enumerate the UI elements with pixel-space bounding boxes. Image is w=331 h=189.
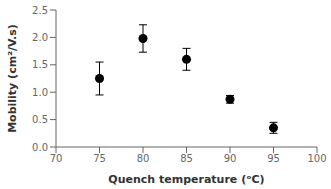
svg-text:80: 80 [137, 153, 150, 164]
svg-text:1.5: 1.5 [32, 59, 48, 70]
svg-text:75: 75 [93, 153, 106, 164]
svg-text:2.0: 2.0 [32, 32, 48, 43]
svg-text:2.5: 2.5 [32, 5, 48, 16]
svg-text:85: 85 [180, 153, 193, 164]
svg-text:70: 70 [50, 153, 63, 164]
svg-text:0.0: 0.0 [32, 142, 48, 153]
svg-text:90: 90 [224, 153, 237, 164]
svg-text:0.5: 0.5 [32, 114, 48, 125]
svg-text:100: 100 [307, 153, 323, 164]
svg-text:1.0: 1.0 [32, 87, 48, 98]
svg-text:Mobility (cm²/V.s): Mobility (cm²/V.s) [8, 24, 19, 133]
svg-text:95: 95 [267, 153, 280, 164]
svg-text:Quench temperature (ᵒC): Quench temperature (ᵒC) [108, 173, 264, 186]
